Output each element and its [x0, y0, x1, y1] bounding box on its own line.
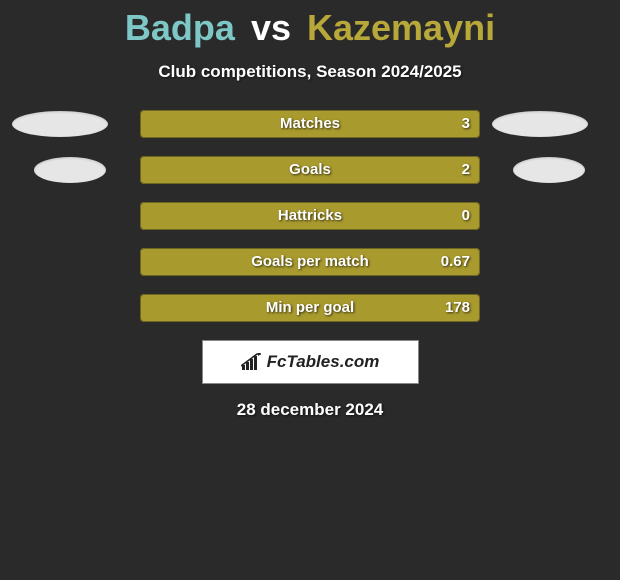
stat-row: Matches3	[0, 110, 620, 138]
player2-ellipse	[492, 111, 588, 137]
bar-track	[140, 248, 480, 276]
brand-text: FcTables.com	[267, 352, 380, 372]
bar-track	[140, 156, 480, 184]
bars-chart-icon	[241, 353, 263, 371]
subtitle: Club competitions, Season 2024/2025	[0, 62, 620, 82]
snapshot-date: 28 december 2024	[0, 400, 620, 420]
bar-track	[140, 110, 480, 138]
comparison-infographic: Badpa vs Kazemayni Club competitions, Se…	[0, 0, 620, 580]
player1-name: Badpa	[125, 7, 235, 48]
vs-text: vs	[251, 7, 291, 48]
stat-row: Goals per match0.67	[0, 248, 620, 276]
stat-row: Min per goal178	[0, 294, 620, 322]
player2-name: Kazemayni	[307, 7, 495, 48]
stat-row: Hattricks0	[0, 202, 620, 230]
bar-track	[140, 294, 480, 322]
stats-chart: Matches3 Goals2 Hattricks0 Goals per match0…	[0, 110, 620, 322]
bar-track	[140, 202, 480, 230]
page-title: Badpa vs Kazemayni	[0, 0, 620, 48]
stat-row: Goals2	[0, 156, 620, 184]
player1-ellipse	[12, 111, 108, 137]
brand-box: FcTables.com	[202, 340, 419, 384]
player2-ellipse	[513, 157, 585, 183]
player1-ellipse	[34, 157, 106, 183]
